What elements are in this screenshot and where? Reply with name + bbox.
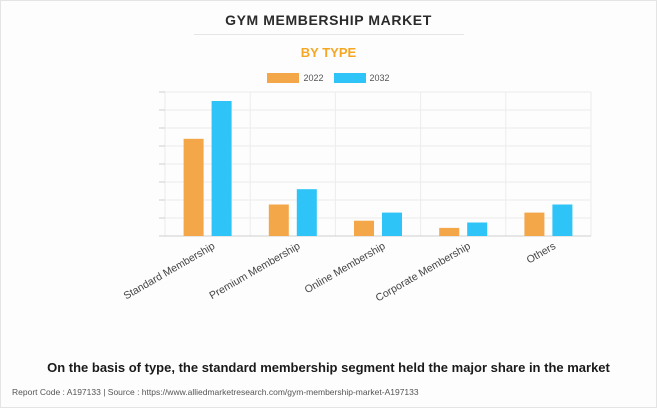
- bar-2022: [524, 212, 545, 236]
- legend-swatch-2022: [267, 73, 300, 83]
- legend-item-2022[interactable]: 2022: [267, 73, 324, 83]
- bar-2032: [382, 212, 402, 236]
- bar-2022: [354, 220, 374, 236]
- x-tick-label: Others: [525, 240, 558, 266]
- x-tick-label: Premium Membership: [207, 240, 302, 302]
- bar-2022: [183, 138, 204, 236]
- x-tick-label: Online Membership: [303, 240, 388, 296]
- bar-2022: [268, 204, 289, 236]
- title-divider: [194, 34, 464, 35]
- x-tick-label: Standard Membership: [122, 240, 218, 302]
- legend-item-2032[interactable]: 2032: [333, 73, 390, 83]
- bar-2032: [467, 222, 488, 236]
- bar-2032: [296, 189, 317, 236]
- legend-label-2022: 2022: [303, 73, 324, 83]
- bar-2022: [439, 227, 460, 236]
- x-tick-label: Corporate Membership: [374, 240, 473, 304]
- chart-title: GYM MEMBERSHIP MARKET: [225, 12, 432, 28]
- legend-swatch-2032: [333, 73, 366, 83]
- legend-label-2032: 2032: [369, 73, 390, 83]
- bar-2032: [552, 204, 573, 236]
- chart-legend: 2022 2032: [1, 73, 656, 83]
- source-footer: Report Code : A197133 | Source : https:/…: [12, 387, 419, 397]
- chart-caption: On the basis of type, the standard membe…: [47, 360, 610, 375]
- bar-2032: [211, 101, 232, 236]
- chart-subtitle: BY TYPE: [300, 45, 357, 60]
